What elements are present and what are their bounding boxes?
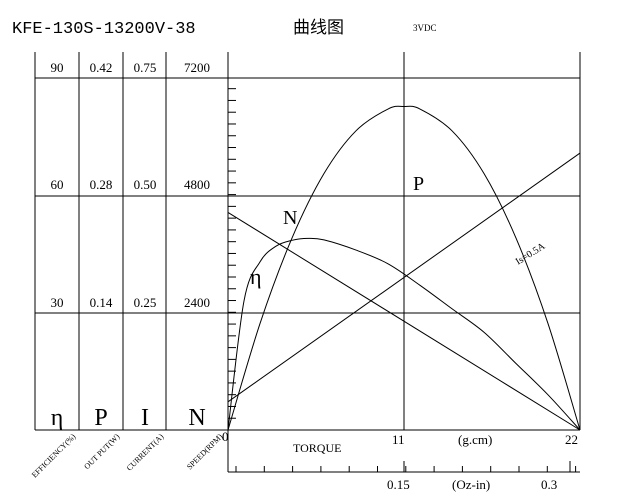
x-unit-alt-label: (Oz-in) bbox=[452, 477, 490, 492]
axis-tick-labels: 90 60 30 0.42 0.28 0.14 0.75 0.50 0.25 7200 4800 24… bbox=[51, 60, 579, 492]
curve-label-efficiency: η bbox=[250, 264, 262, 289]
voltage-label: 3VDC bbox=[413, 23, 437, 33]
x-tick-label-alt: 0.3 bbox=[541, 477, 557, 492]
y-tick-label: 2400 bbox=[184, 295, 210, 310]
axis-name-label: OUT PUT(W) bbox=[82, 432, 121, 471]
axis-name-label: SPEED(RPM) bbox=[185, 432, 225, 472]
x-tick-label: 11 bbox=[392, 432, 405, 447]
y-tick-label: 0.50 bbox=[134, 177, 157, 192]
y-tick-label: 7200 bbox=[184, 60, 210, 75]
x-tick-label: 0 bbox=[222, 429, 229, 444]
curve-p bbox=[227, 105, 581, 431]
grid-frame bbox=[34, 52, 581, 473]
curve-label-speed: N bbox=[283, 207, 297, 229]
x-tick-label: 22 bbox=[565, 432, 578, 447]
axis-symbol: η bbox=[51, 405, 64, 431]
y-tick-label: 0.42 bbox=[90, 60, 113, 75]
curve-is05a bbox=[227, 152, 581, 403]
curves bbox=[227, 105, 581, 431]
model-title: KFE-130S-13200V-38 bbox=[12, 20, 196, 39]
y-tick-label: 4800 bbox=[184, 177, 210, 192]
minor-ticks bbox=[228, 88, 577, 472]
axis-name-label: EFFICIENCY(%) bbox=[30, 432, 78, 480]
axis-symbol: I bbox=[141, 405, 149, 431]
y-tick-label: 60 bbox=[51, 177, 64, 192]
y-tick-label: 0.75 bbox=[134, 60, 157, 75]
y-tick-label: 0.25 bbox=[134, 295, 157, 310]
y-tick-label: 0.28 bbox=[90, 177, 113, 192]
y-tick-label: 0.14 bbox=[90, 295, 113, 310]
chart-title: 曲线图 bbox=[293, 18, 344, 38]
axis-name-label: CURRENT(A) bbox=[125, 432, 166, 473]
curve- bbox=[227, 237, 581, 431]
curve-n bbox=[227, 212, 581, 431]
x-axis-label: TORQUE bbox=[293, 441, 341, 455]
y-tick-label: 90 bbox=[51, 60, 64, 75]
axis-symbol: P bbox=[94, 405, 107, 431]
x-tick-label-alt: 0.15 bbox=[387, 477, 410, 492]
axis-symbol: N bbox=[188, 405, 205, 431]
curve-label-power: P bbox=[413, 173, 424, 195]
y-tick-label: 30 bbox=[51, 295, 64, 310]
x-unit-label: (g.cm) bbox=[458, 432, 492, 447]
